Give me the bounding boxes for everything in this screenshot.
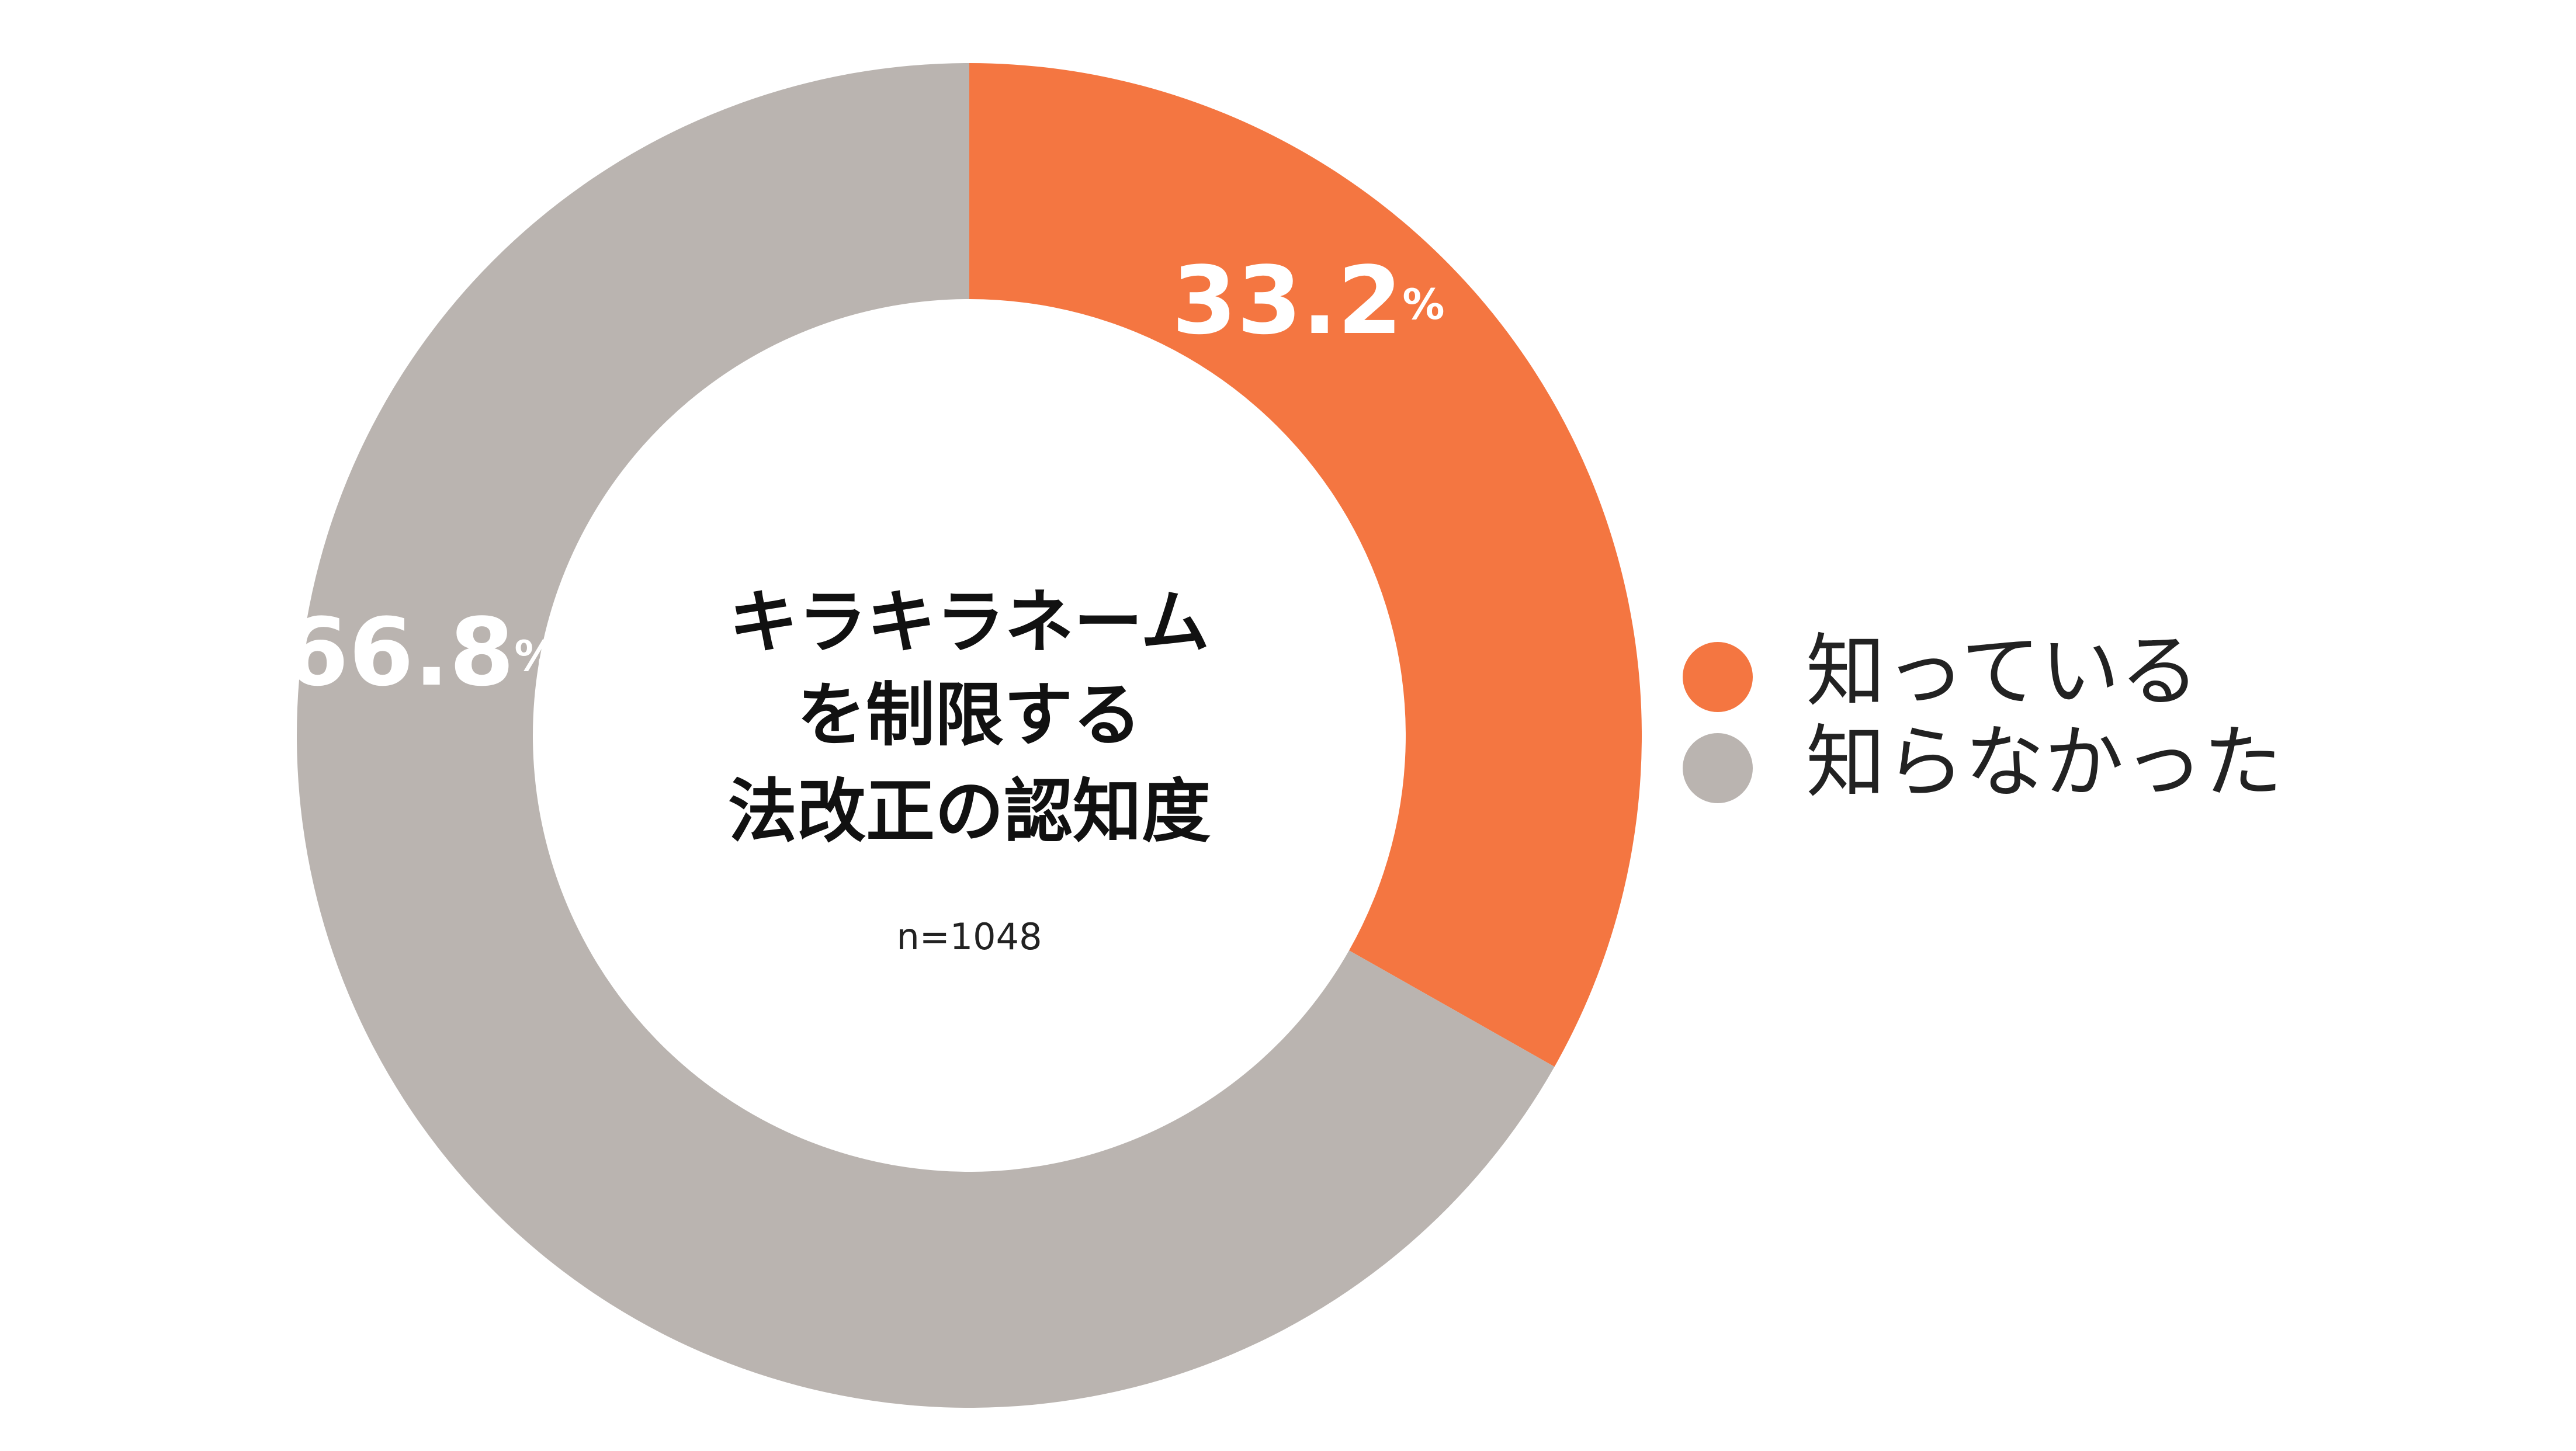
legend-label: 知っている <box>1806 626 2199 718</box>
legend-swatch <box>1683 733 1753 803</box>
chart-title: 法改正の認知度 <box>728 771 1211 852</box>
data-label: 33.2% <box>1172 246 1445 355</box>
data-label: 66.8% <box>284 598 557 707</box>
chart-title: を制限する <box>797 675 1142 755</box>
donut-slice <box>297 63 1555 1408</box>
note: n=1048 <box>896 915 1042 958</box>
legend-swatch <box>1683 642 1753 712</box>
legend-label: 知らなかった <box>1806 717 2283 809</box>
donut-slice <box>969 63 1642 1067</box>
chart-title: キラキラネーム <box>729 582 1209 662</box>
